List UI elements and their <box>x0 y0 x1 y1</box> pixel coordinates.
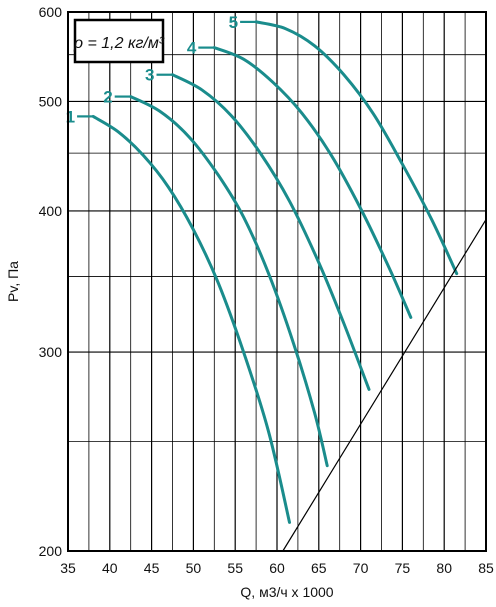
y-tick-label: 600 <box>39 4 63 20</box>
y-tick-label: 200 <box>39 543 63 559</box>
annotation-text: ρ = 1,2 кг/м³ <box>73 35 165 52</box>
y-tick-labels: 200 300 400 500 600 <box>39 4 63 559</box>
plot-frame <box>67 11 487 552</box>
x-tick-label: 70 <box>353 560 369 576</box>
x-tick-label: 75 <box>395 560 411 576</box>
curves <box>91 20 459 524</box>
curve-label-3: 3 <box>145 66 154 85</box>
curve-label-2: 2 <box>103 88 112 107</box>
y-tick-label: 300 <box>39 344 63 360</box>
curve-4 <box>212 46 413 319</box>
y-tick-label: 500 <box>39 93 63 109</box>
curve-label-4: 4 <box>187 39 197 58</box>
boundary-line-group <box>282 219 487 552</box>
grid <box>67 12 487 551</box>
curve-label-1: 1 <box>66 107 75 126</box>
x-axis-label: Q, м3/ч х 1000 <box>240 584 333 600</box>
y-axis-label: Pv, Па <box>5 261 21 302</box>
curve-3 <box>171 73 371 391</box>
x-tick-label: 45 <box>144 560 160 576</box>
curve-labels: 1 2 3 4 5 <box>66 13 256 126</box>
boundary-line <box>282 219 487 552</box>
x-tick-label: 80 <box>436 560 452 576</box>
curve-1 <box>91 114 291 524</box>
x-tick-label: 50 <box>186 560 202 576</box>
x-tick-label: 40 <box>102 560 118 576</box>
x-tick-labels: 35 40 45 50 55 60 65 70 75 80 85 <box>60 560 494 576</box>
x-tick-label: 65 <box>311 560 327 576</box>
density-annotation: ρ = 1,2 кг/м³ <box>73 18 165 64</box>
y-tick-label: 400 <box>39 203 63 219</box>
x-tick-label: 85 <box>478 560 494 576</box>
curve-label-5: 5 <box>229 13 238 32</box>
x-tick-label: 55 <box>227 560 243 576</box>
curve-5 <box>254 20 459 276</box>
annotation-box <box>73 18 165 64</box>
x-tick-label: 35 <box>60 560 76 576</box>
x-tick-label: 60 <box>269 560 285 576</box>
curve-2 <box>129 95 329 468</box>
